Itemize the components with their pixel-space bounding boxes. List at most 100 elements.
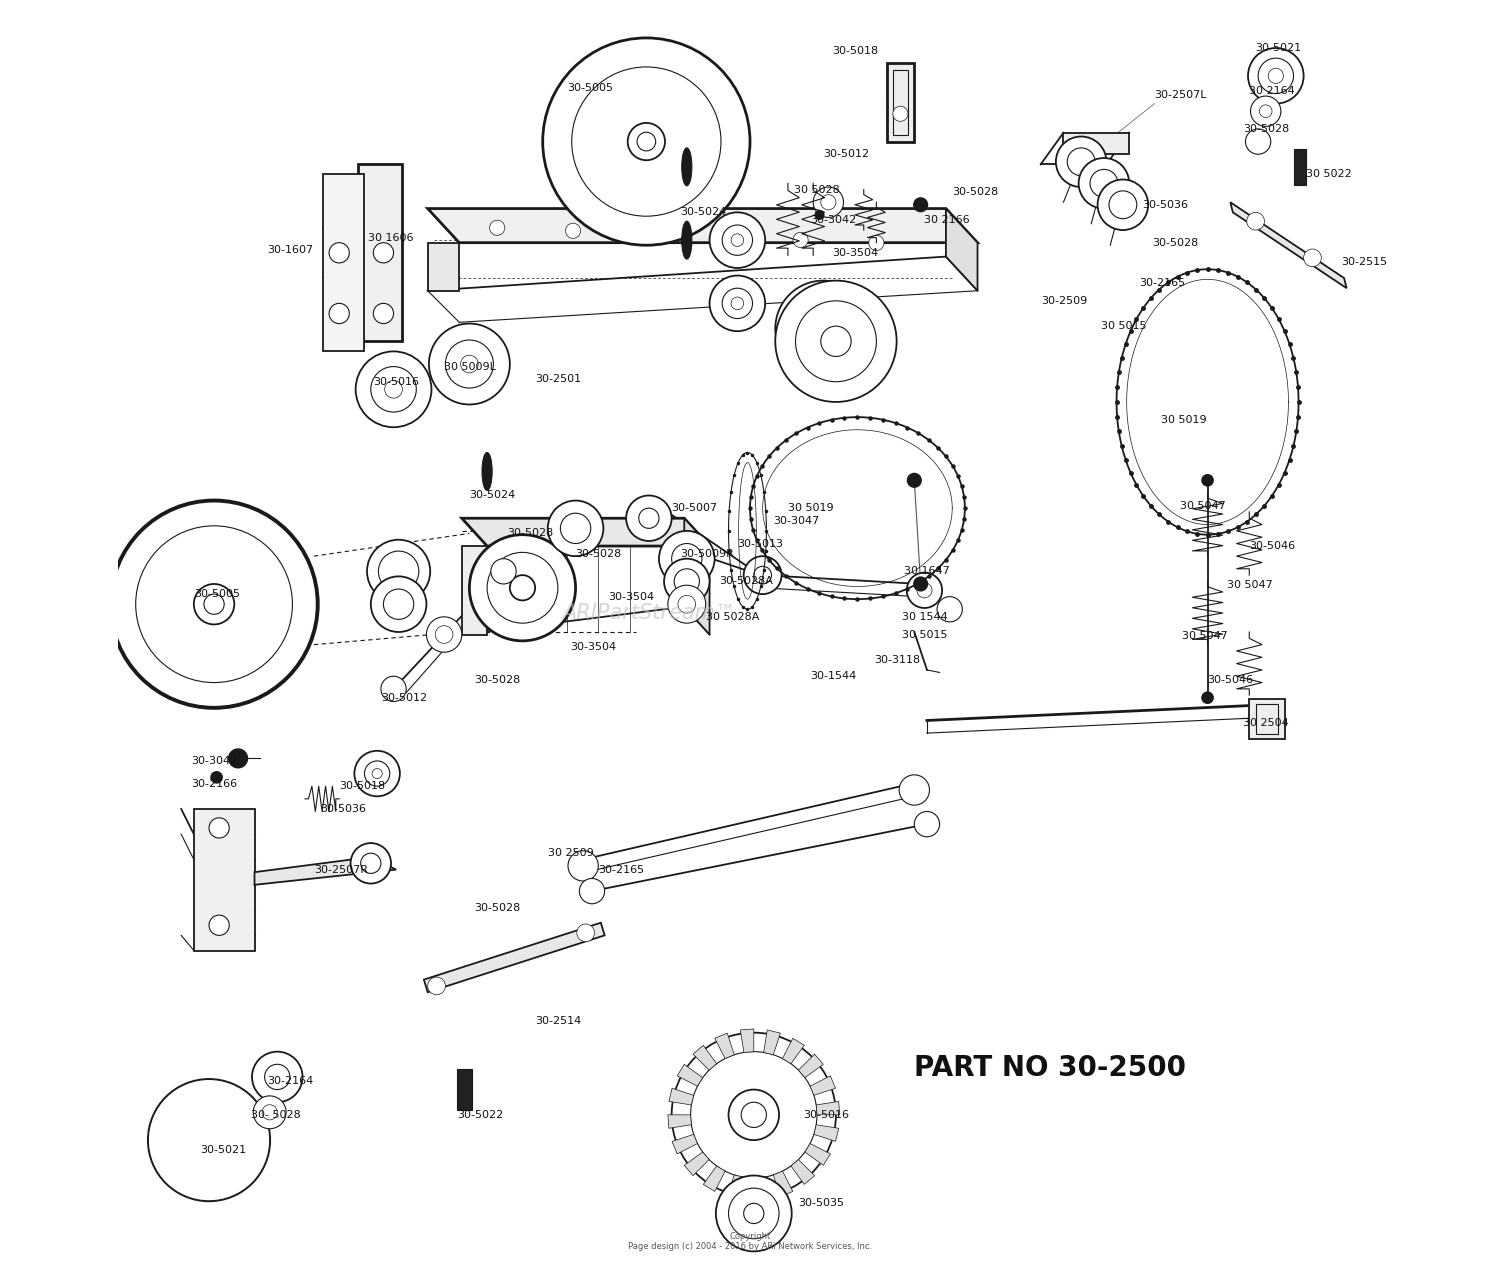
Text: 30-5028: 30-5028 xyxy=(507,528,554,538)
Circle shape xyxy=(710,212,765,268)
Circle shape xyxy=(356,351,432,427)
Bar xyxy=(892,70,908,135)
Text: PART NO 30-2500: PART NO 30-2500 xyxy=(915,1054,1186,1082)
Text: 30 1544: 30 1544 xyxy=(902,612,948,622)
Circle shape xyxy=(194,584,234,624)
Circle shape xyxy=(626,495,672,541)
Circle shape xyxy=(364,761,390,786)
Text: 30 5047: 30 5047 xyxy=(1180,501,1225,511)
Circle shape xyxy=(795,301,850,356)
Text: 30-3047: 30-3047 xyxy=(772,516,819,526)
Text: 30-2165: 30-2165 xyxy=(598,865,645,875)
Circle shape xyxy=(252,1052,303,1102)
Text: 30 5015: 30 5015 xyxy=(902,629,946,640)
Circle shape xyxy=(672,1033,836,1197)
Circle shape xyxy=(914,576,928,592)
Text: 30-5005: 30-5005 xyxy=(567,83,612,94)
Polygon shape xyxy=(806,1144,831,1165)
Circle shape xyxy=(1248,48,1304,104)
Circle shape xyxy=(716,1176,792,1251)
Polygon shape xyxy=(716,1033,735,1058)
Circle shape xyxy=(915,811,939,837)
Text: 30-5028: 30-5028 xyxy=(474,902,520,913)
Circle shape xyxy=(821,195,836,210)
Polygon shape xyxy=(741,1029,754,1053)
Circle shape xyxy=(384,589,414,619)
Circle shape xyxy=(200,1131,217,1149)
Circle shape xyxy=(111,501,318,708)
Text: 30-5035: 30-5035 xyxy=(798,1198,844,1208)
Circle shape xyxy=(381,676,406,702)
Text: 30-3504: 30-3504 xyxy=(570,642,616,652)
Text: 30-5012: 30-5012 xyxy=(381,693,427,703)
Circle shape xyxy=(488,552,558,623)
Circle shape xyxy=(1108,191,1137,219)
Circle shape xyxy=(1246,212,1264,230)
Circle shape xyxy=(672,544,702,574)
Circle shape xyxy=(1090,169,1118,197)
Circle shape xyxy=(148,1079,270,1201)
Text: 30-5024: 30-5024 xyxy=(470,490,516,501)
Circle shape xyxy=(795,301,876,382)
Text: 30-5028A: 30-5028A xyxy=(720,576,774,586)
Circle shape xyxy=(148,1079,270,1201)
Circle shape xyxy=(1068,148,1095,176)
Circle shape xyxy=(427,977,445,995)
Circle shape xyxy=(906,573,942,608)
Ellipse shape xyxy=(681,148,692,186)
Circle shape xyxy=(351,843,392,884)
Circle shape xyxy=(378,551,419,592)
Circle shape xyxy=(717,229,732,244)
Text: 30-5016: 30-5016 xyxy=(802,1110,849,1120)
Bar xyxy=(1256,704,1278,734)
Text: 30 5009L: 30 5009L xyxy=(444,362,497,372)
Polygon shape xyxy=(798,1054,824,1078)
Text: 30-5022: 30-5022 xyxy=(458,1110,503,1120)
Text: 30 5019: 30 5019 xyxy=(788,503,834,513)
Circle shape xyxy=(642,226,657,241)
Circle shape xyxy=(561,513,591,544)
Circle shape xyxy=(566,224,580,239)
Circle shape xyxy=(490,559,516,584)
Text: 30-1544: 30-1544 xyxy=(810,671,856,681)
Bar xyxy=(458,1069,472,1110)
Polygon shape xyxy=(462,546,488,635)
Polygon shape xyxy=(790,1159,814,1184)
Circle shape xyxy=(729,1188,778,1239)
Polygon shape xyxy=(1230,202,1347,288)
Circle shape xyxy=(579,878,604,904)
Text: 30 5022: 30 5022 xyxy=(1306,169,1352,179)
Circle shape xyxy=(668,585,706,623)
Text: 30-5005: 30-5005 xyxy=(194,589,240,599)
Circle shape xyxy=(368,540,430,603)
Polygon shape xyxy=(810,1076,836,1096)
Text: 30-2165: 30-2165 xyxy=(1140,278,1185,288)
Text: 30-5007: 30-5007 xyxy=(672,503,718,513)
Bar xyxy=(886,63,915,142)
Circle shape xyxy=(729,1090,778,1140)
Circle shape xyxy=(754,566,771,584)
Polygon shape xyxy=(255,857,396,885)
Text: 30-5024: 30-5024 xyxy=(681,207,726,217)
Text: 30 2504: 30 2504 xyxy=(1244,718,1288,728)
Text: 30-5013: 30-5013 xyxy=(738,538,783,549)
Text: 30-5028: 30-5028 xyxy=(952,187,999,197)
Text: Copyright
Page design (c) 2004 - 2016 by ARi Network Services, Inc.: Copyright Page design (c) 2004 - 2016 by… xyxy=(628,1232,872,1251)
Circle shape xyxy=(821,326,850,356)
Circle shape xyxy=(135,526,292,683)
Bar xyxy=(1293,149,1306,185)
Polygon shape xyxy=(427,209,978,243)
Text: 30-5036: 30-5036 xyxy=(1142,200,1188,210)
Circle shape xyxy=(543,38,750,245)
Circle shape xyxy=(690,1052,818,1178)
Text: 30-3504: 30-3504 xyxy=(609,592,654,602)
Text: 30-5028: 30-5028 xyxy=(474,675,520,685)
Text: 30- 5028: 30- 5028 xyxy=(251,1110,300,1120)
Circle shape xyxy=(370,367,417,412)
Polygon shape xyxy=(358,164,402,341)
Circle shape xyxy=(446,340,494,388)
Circle shape xyxy=(572,67,722,216)
Circle shape xyxy=(1258,58,1293,94)
Circle shape xyxy=(1202,691,1214,704)
Text: 30 2164: 30 2164 xyxy=(1250,86,1294,96)
